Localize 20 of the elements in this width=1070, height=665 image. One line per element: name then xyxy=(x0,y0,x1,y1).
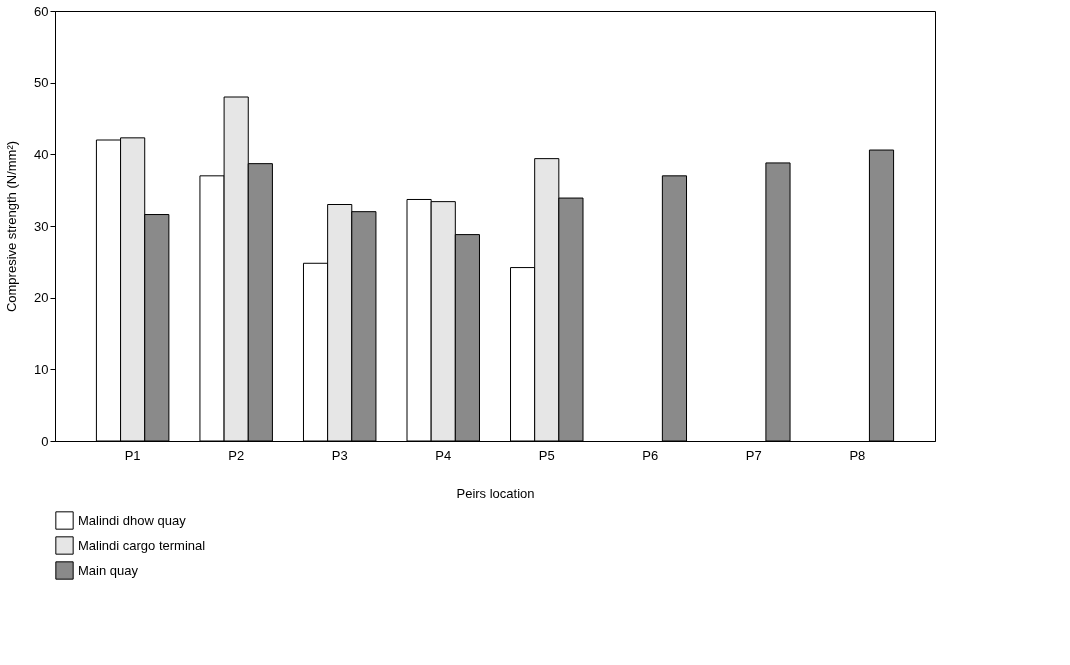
y-tick-label: 0 xyxy=(41,433,49,449)
x-tick-label: P7 xyxy=(745,447,762,463)
x-tick-label: P2 xyxy=(228,447,245,463)
x-tick-label: P3 xyxy=(331,447,348,463)
legend-label: Malindi cargo terminal xyxy=(78,537,206,553)
y-tick-label: 20 xyxy=(34,290,49,306)
x-axis-title: Peirs location xyxy=(456,485,535,501)
y-tick-label: 30 xyxy=(34,218,49,234)
y-tick-label: 60 xyxy=(34,3,49,19)
y-tick-label: 40 xyxy=(34,146,49,162)
y-axis-title: Compresive strength (N/mm²) xyxy=(4,140,20,313)
legend-label: Malindi dhow quay xyxy=(78,512,187,528)
x-tick-label: P6 xyxy=(642,447,659,463)
x-tick-label: P5 xyxy=(538,447,555,463)
x-tick-label: P8 xyxy=(849,447,866,463)
y-tick-label: 50 xyxy=(34,75,49,91)
x-tick-label: P1 xyxy=(124,447,141,463)
legend-label: Main quay xyxy=(78,562,139,578)
x-tick-label: P4 xyxy=(435,447,452,463)
y-tick-label: 10 xyxy=(34,361,49,377)
